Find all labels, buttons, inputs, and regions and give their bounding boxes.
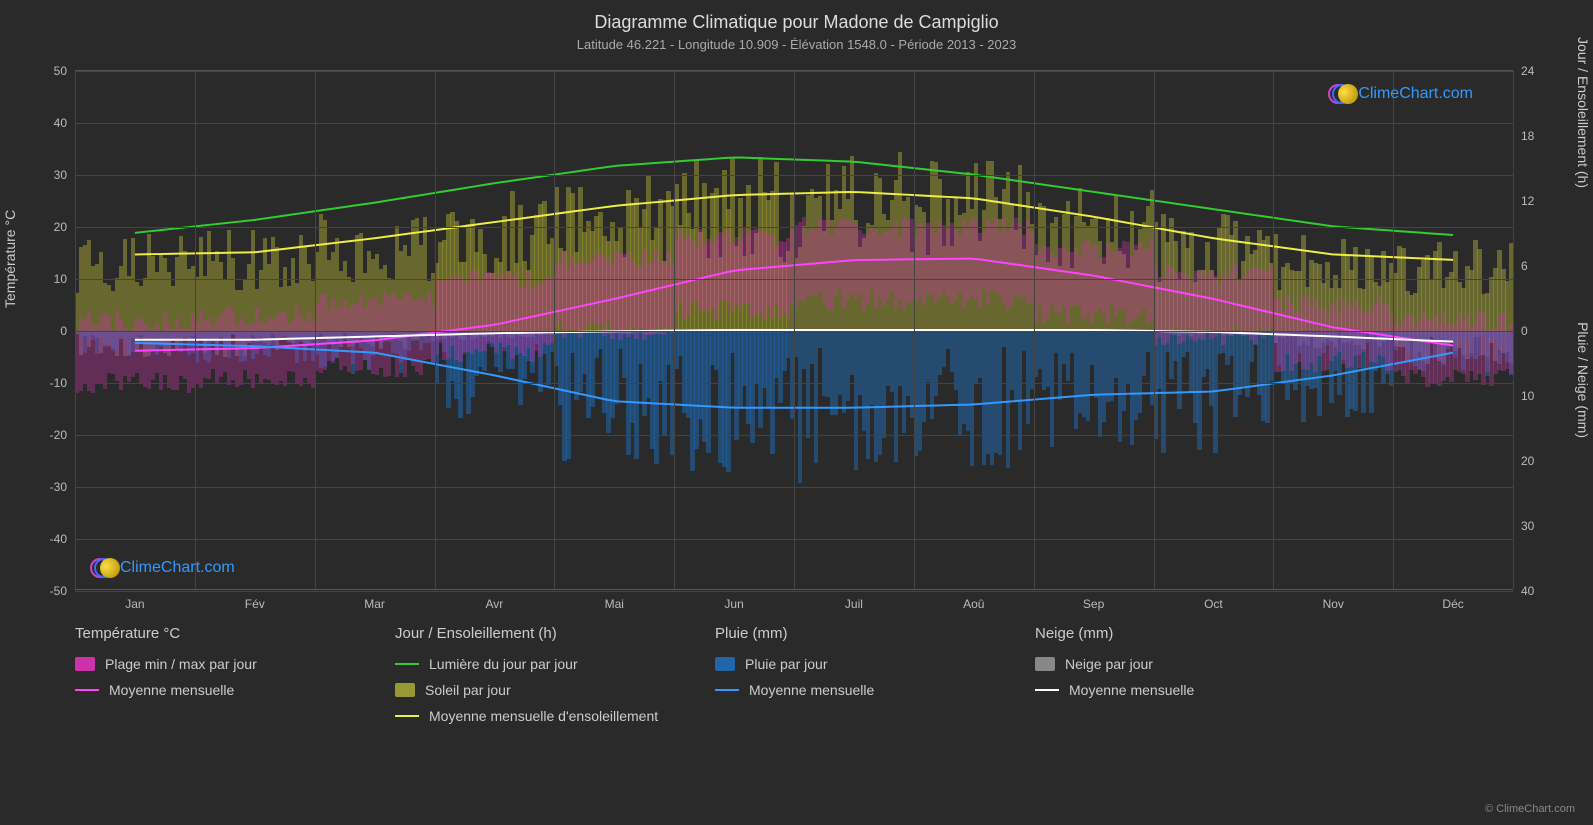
legend-group-title: Neige (mm) [1035, 625, 1315, 642]
temp-tick: -50 [50, 584, 75, 598]
temp-tick: -10 [50, 376, 75, 390]
credit-text: © ClimeChart.com [1485, 803, 1575, 815]
plot-area: 50403020100-10-20-30-40-5024181260102030… [75, 70, 1513, 590]
month-tick: Juil [845, 589, 863, 611]
legend-swatch [395, 715, 419, 717]
legend-label: Plage min / max par jour [105, 656, 257, 672]
climate-chart: Diagramme Climatique pour Madone de Camp… [0, 0, 1593, 825]
legend-swatch [395, 663, 419, 665]
temp-tick: -20 [50, 428, 75, 442]
temp-tick: -30 [50, 480, 75, 494]
legend-label: Neige par jour [1065, 656, 1153, 672]
month-tick: Mar [364, 589, 385, 611]
month-tick: Mai [605, 589, 624, 611]
month-tick: Aoû [963, 589, 984, 611]
legend-group: Neige (mm) Neige par jour Moyenne mensuell… [1035, 625, 1315, 724]
logo-icon [90, 556, 114, 580]
legend-group: Température °C Plage min / max par jour Mo… [75, 625, 355, 724]
legend-swatch [715, 689, 739, 691]
y-axis-right-bottom-label: Pluie / Neige (mm) [1575, 322, 1591, 438]
sun-tick: 18 [1513, 129, 1534, 143]
temp-tick: 20 [54, 220, 75, 234]
month-tick: Avr [486, 589, 504, 611]
month-tick: Déc [1442, 589, 1463, 611]
temp-tick: 50 [54, 64, 75, 78]
month-tick: Sep [1083, 589, 1104, 611]
legend-swatch [395, 683, 415, 697]
legend-group-title: Jour / Ensoleillement (h) [395, 625, 675, 642]
temp-tick: -40 [50, 532, 75, 546]
legend-item: Plage min / max par jour [75, 656, 355, 672]
legend-group: Jour / Ensoleillement (h) Lumière du jour… [395, 625, 675, 724]
temp-tick: 30 [54, 168, 75, 182]
sun-tick: 0 [1513, 324, 1528, 338]
month-tick: Jan [125, 589, 144, 611]
y-axis-left-label: Température °C [2, 210, 18, 308]
legend-group: Pluie (mm) Pluie par jour Moyenne mensuell… [715, 625, 995, 724]
legend: Température °C Plage min / max par jour Mo… [75, 625, 1513, 724]
chart-subtitle: Latitude 46.221 - Longitude 10.909 - Élé… [0, 33, 1593, 52]
legend-item: Pluie par jour [715, 656, 995, 672]
legend-label: Moyenne mensuelle [1069, 682, 1194, 698]
legend-swatch [1035, 657, 1055, 671]
watermark-top: ClimeChart.com [1328, 82, 1473, 106]
temp-tick: 40 [54, 116, 75, 130]
temp-tick: 10 [54, 272, 75, 286]
month-tick: Fév [245, 589, 265, 611]
y-axis-right-top-label: Jour / Ensoleillement (h) [1575, 37, 1591, 188]
precip-tick: 10 [1513, 389, 1534, 403]
temp-tick: 0 [60, 324, 75, 338]
legend-label: Moyenne mensuelle d'ensoleillement [429, 708, 658, 724]
legend-item: Moyenne mensuelle d'ensoleillement [395, 708, 675, 724]
legend-group-title: Température °C [75, 625, 355, 642]
sun-tick: 24 [1513, 64, 1534, 78]
legend-label: Lumière du jour par jour [429, 656, 578, 672]
legend-item: Lumière du jour par jour [395, 656, 675, 672]
precip-tick: 40 [1513, 584, 1534, 598]
sun-tick: 12 [1513, 194, 1534, 208]
legend-swatch [75, 657, 95, 671]
legend-item: Moyenne mensuelle [75, 682, 355, 698]
legend-swatch [1035, 689, 1059, 691]
watermark-bottom: ClimeChart.com [90, 556, 235, 580]
legend-item: Soleil par jour [395, 682, 675, 698]
legend-swatch [715, 657, 735, 671]
legend-label: Soleil par jour [425, 682, 511, 698]
chart-title: Diagramme Climatique pour Madone de Camp… [0, 0, 1593, 33]
month-tick: Nov [1323, 589, 1344, 611]
watermark-text: ClimeChart.com [1358, 85, 1473, 103]
legend-group-title: Pluie (mm) [715, 625, 995, 642]
logo-icon [1328, 82, 1352, 106]
legend-item: Moyenne mensuelle [1035, 682, 1315, 698]
watermark-text: ClimeChart.com [120, 559, 235, 577]
legend-item: Moyenne mensuelle [715, 682, 995, 698]
legend-item: Neige par jour [1035, 656, 1315, 672]
month-tick: Jun [724, 589, 743, 611]
precip-tick: 30 [1513, 519, 1534, 533]
legend-label: Moyenne mensuelle [109, 682, 234, 698]
legend-swatch [75, 689, 99, 691]
legend-label: Pluie par jour [745, 656, 828, 672]
legend-label: Moyenne mensuelle [749, 682, 874, 698]
month-tick: Oct [1204, 589, 1223, 611]
precip-tick: 20 [1513, 454, 1534, 468]
sun-tick: 6 [1513, 259, 1528, 273]
